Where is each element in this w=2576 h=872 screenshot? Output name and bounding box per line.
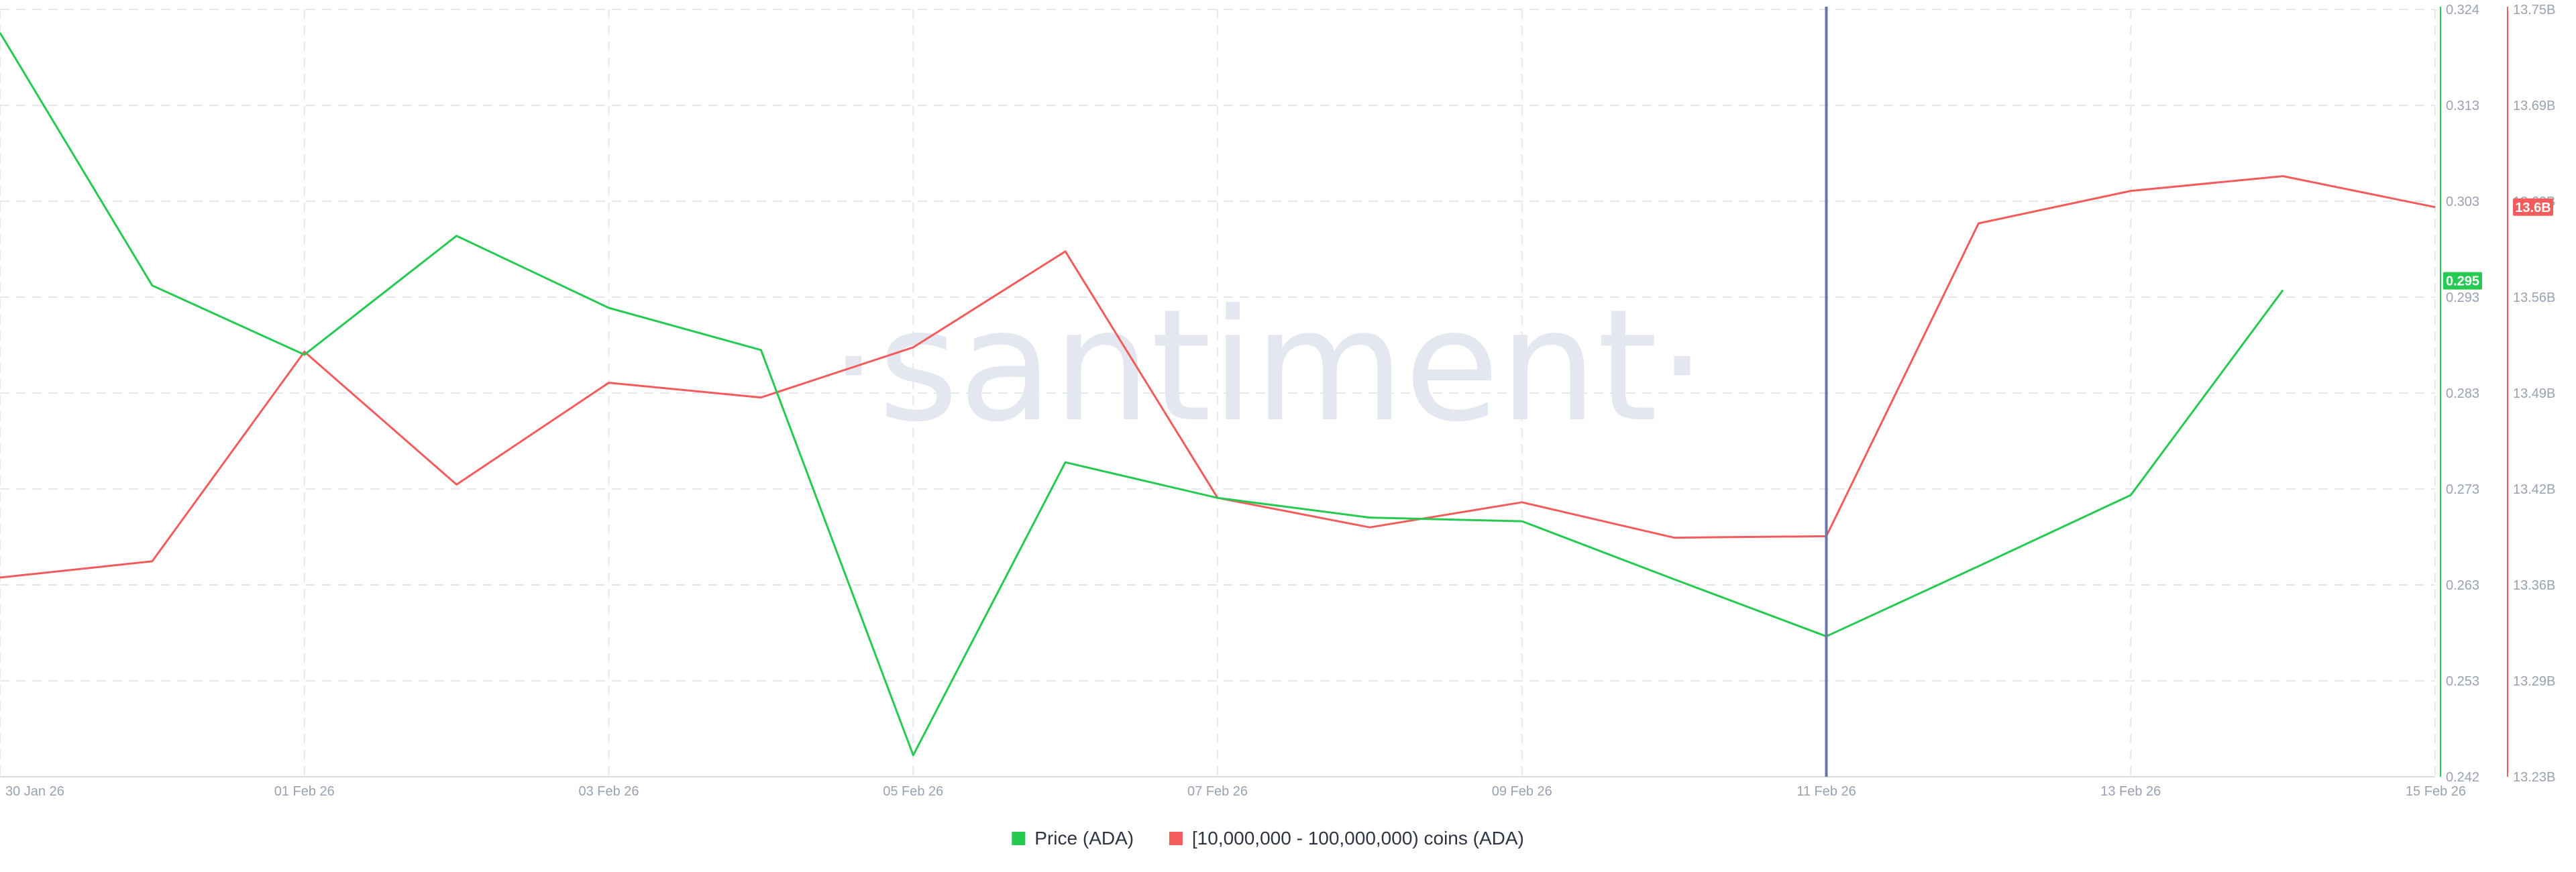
price-last-value-badge: [2443, 272, 2482, 290]
legend-label: [10,000,000 - 100,000,000) coins (ADA): [1192, 828, 1524, 849]
x-tick-label: 09 Feb 26: [1492, 784, 1552, 799]
legend[interactable]: Price (ADA) [10,000,000 - 100,000,000) co…: [1012, 828, 1524, 849]
plot-area[interactable]: [0, 32, 2436, 757]
y-left-tick-label: 0.253: [2446, 674, 2479, 689]
y-left-tick-label: 0.293: [2446, 290, 2479, 305]
grid-lines: [0, 9, 2436, 777]
y-right-tick-label: 13.56B: [2513, 290, 2555, 305]
price-last-value-label: 0.295: [2446, 274, 2479, 289]
holders-last-value-badge: [2513, 198, 2553, 216]
x-tick-label: 07 Feb 26: [1187, 784, 1248, 799]
y-right-tick-label: 13.49B: [2513, 386, 2555, 401]
y-left-tick-label: 0.242: [2446, 770, 2479, 785]
y-right-tick-label: 13.29B: [2513, 674, 2555, 689]
price-series-line[interactable]: [0, 32, 2284, 757]
x-tick-label: 03 Feb 26: [578, 784, 639, 799]
x-tick-label: 11 Feb 26: [1796, 784, 1856, 799]
y-right-tick-label: 13.36B: [2513, 578, 2555, 593]
legend-swatch: [1169, 832, 1183, 845]
x-tick-label: 30 Jan 26: [5, 784, 64, 799]
x-tick-label: 05 Feb 26: [883, 784, 943, 799]
y-left-tick-label: 0.324: [2446, 3, 2479, 17]
x-tick-label: 15 Feb 26: [2406, 784, 2466, 799]
legend-label: Price (ADA): [1034, 828, 1134, 849]
y-left-tick-label: 0.303: [2446, 195, 2479, 209]
y-left-tick-label: 0.273: [2446, 482, 2479, 497]
y-right-tick-label: 13.23B: [2513, 770, 2555, 785]
legend-item[interactable]: [10,000,000 - 100,000,000) coins (ADA): [1169, 828, 1524, 849]
legend-swatch: [1012, 832, 1026, 845]
y-left-tick-label: 0.263: [2446, 578, 2479, 593]
legend-item[interactable]: Price (ADA): [1012, 828, 1134, 849]
y-right-tick-label: 13.69B: [2513, 99, 2555, 113]
y-right-tick-label: 13.75B: [2513, 3, 2555, 17]
x-tick-label: 01 Feb 26: [274, 784, 335, 799]
y-right-tick-label: 13.42B: [2513, 482, 2555, 497]
y-left-tick-label: 0.283: [2446, 386, 2479, 401]
santiment-watermark: ·santiment·: [829, 277, 1707, 456]
last-value-badges: 0.295 13.6B: [2443, 198, 2553, 290]
holders-last-value-label: 13.6B: [2515, 201, 2551, 215]
axes: 0.242 13.23B 0.253 13.29B 0.263 13.36B 0.273 13…: [0, 3, 2555, 799]
x-tick-label: 13 Feb 26: [2100, 784, 2161, 799]
y-left-tick-label: 0.313: [2446, 99, 2479, 113]
